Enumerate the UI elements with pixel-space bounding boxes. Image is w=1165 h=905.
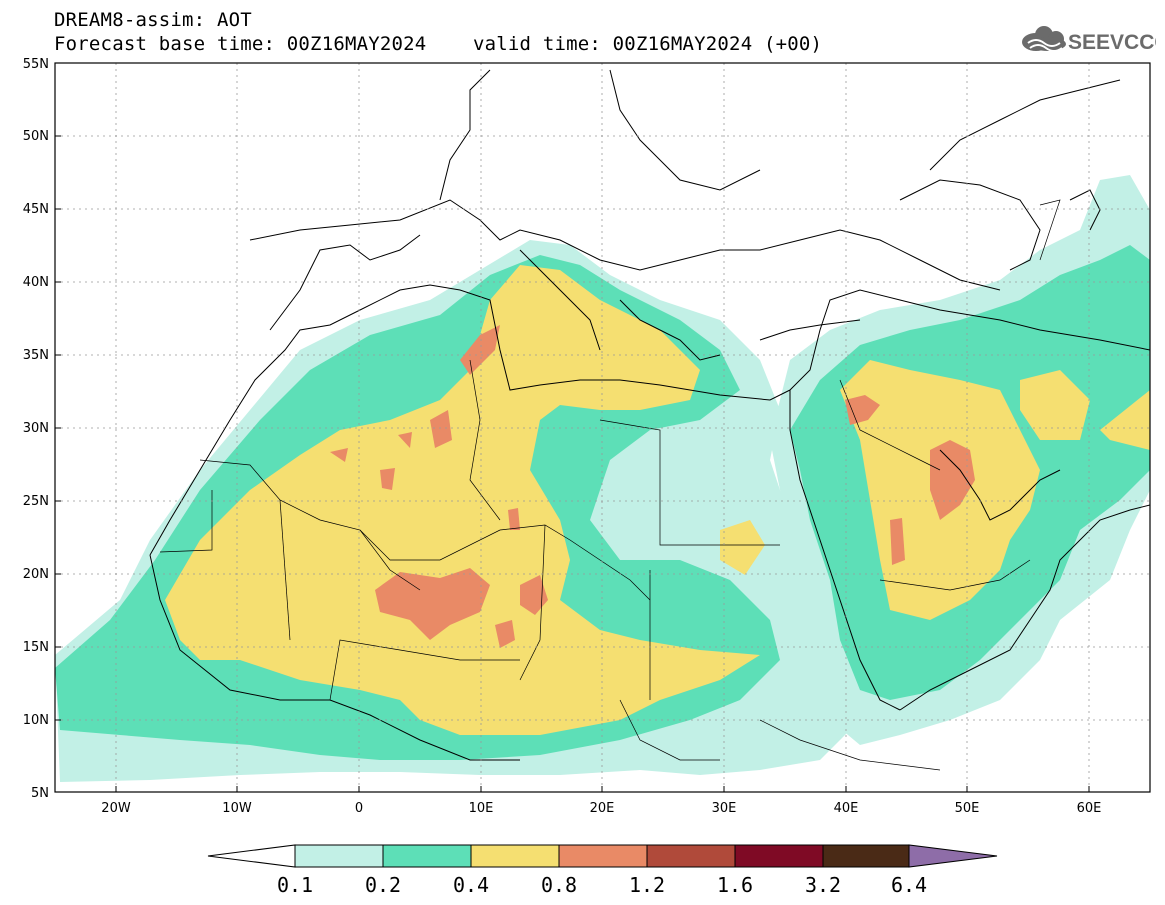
colorbar-label: 1.2 <box>629 873 665 897</box>
colorbar-swatch <box>646 844 736 868</box>
longitude-labels: 20W 10W 0 10E 20E 30E 40E 50E 60E <box>101 801 1101 816</box>
colorbar-label: 0.2 <box>365 873 401 897</box>
coastlines <box>149 69 1150 761</box>
colorbar-swatch <box>558 844 648 868</box>
colorbar-label: 1.6 <box>717 873 753 897</box>
colorbar-label: 3.2 <box>805 873 841 897</box>
lat-label: 55N <box>23 57 49 72</box>
lat-label: 50N <box>23 129 49 144</box>
lon-label: 20W <box>101 801 131 816</box>
seevccc-logo: SEEVCCC <box>1016 22 1165 58</box>
lat-label: 15N <box>23 640 49 655</box>
colorbar-low-arrow <box>207 844 296 868</box>
colorbar-label: 0.8 <box>541 873 577 897</box>
forecast-time-label: Forecast base time: 00Z16MAY2024 valid t… <box>54 33 823 55</box>
lat-label: 25N <box>23 494 49 509</box>
lon-label: 10W <box>222 801 252 816</box>
colorbar-label: 6.4 <box>891 873 927 897</box>
colorbar-label: 0.1 <box>277 873 313 897</box>
lon-label: 20E <box>590 801 615 816</box>
lat-label: 30N <box>23 421 49 436</box>
colorbar: 0.1 0.2 0.4 0.8 1.2 1.6 3.2 6.4 <box>207 844 998 897</box>
lat-label: 35N <box>23 348 49 363</box>
colorbar-high-arrow <box>908 844 998 868</box>
aot-field <box>55 175 1150 782</box>
lat-label: 5N <box>31 786 49 801</box>
cloud-icon <box>1022 26 1066 52</box>
lon-label: 40E <box>834 801 859 816</box>
axis-ticks <box>55 135 1090 792</box>
lat-label: 20N <box>23 567 49 582</box>
logo-text: SEEVCCC <box>1068 31 1156 54</box>
lat-label: 40N <box>23 275 49 290</box>
lat-label: 45N <box>23 202 49 217</box>
aot-band-0.8 <box>330 325 975 648</box>
lon-label: 10E <box>469 801 494 816</box>
lon-label: 30E <box>712 801 737 816</box>
lon-label: 50E <box>955 801 980 816</box>
colorbar-label: 0.4 <box>453 873 489 897</box>
grid-lines <box>55 63 1150 792</box>
colorbar-swatch <box>294 844 384 868</box>
colorbar-swatch <box>822 844 910 868</box>
lon-label: 60E <box>1077 801 1102 816</box>
lon-label: 0 <box>355 801 363 816</box>
colorbar-swatch <box>382 844 472 868</box>
lat-label: 10N <box>23 713 49 728</box>
colorbar-swatch <box>470 844 560 868</box>
map-title: DREAM8-assim: AOT <box>54 9 252 31</box>
borders <box>159 199 1061 771</box>
colorbar-swatch <box>734 844 824 868</box>
latitude-labels: 5N 10N 15N 20N 25N 30N 35N 40N 45N 50N 5… <box>23 57 49 801</box>
